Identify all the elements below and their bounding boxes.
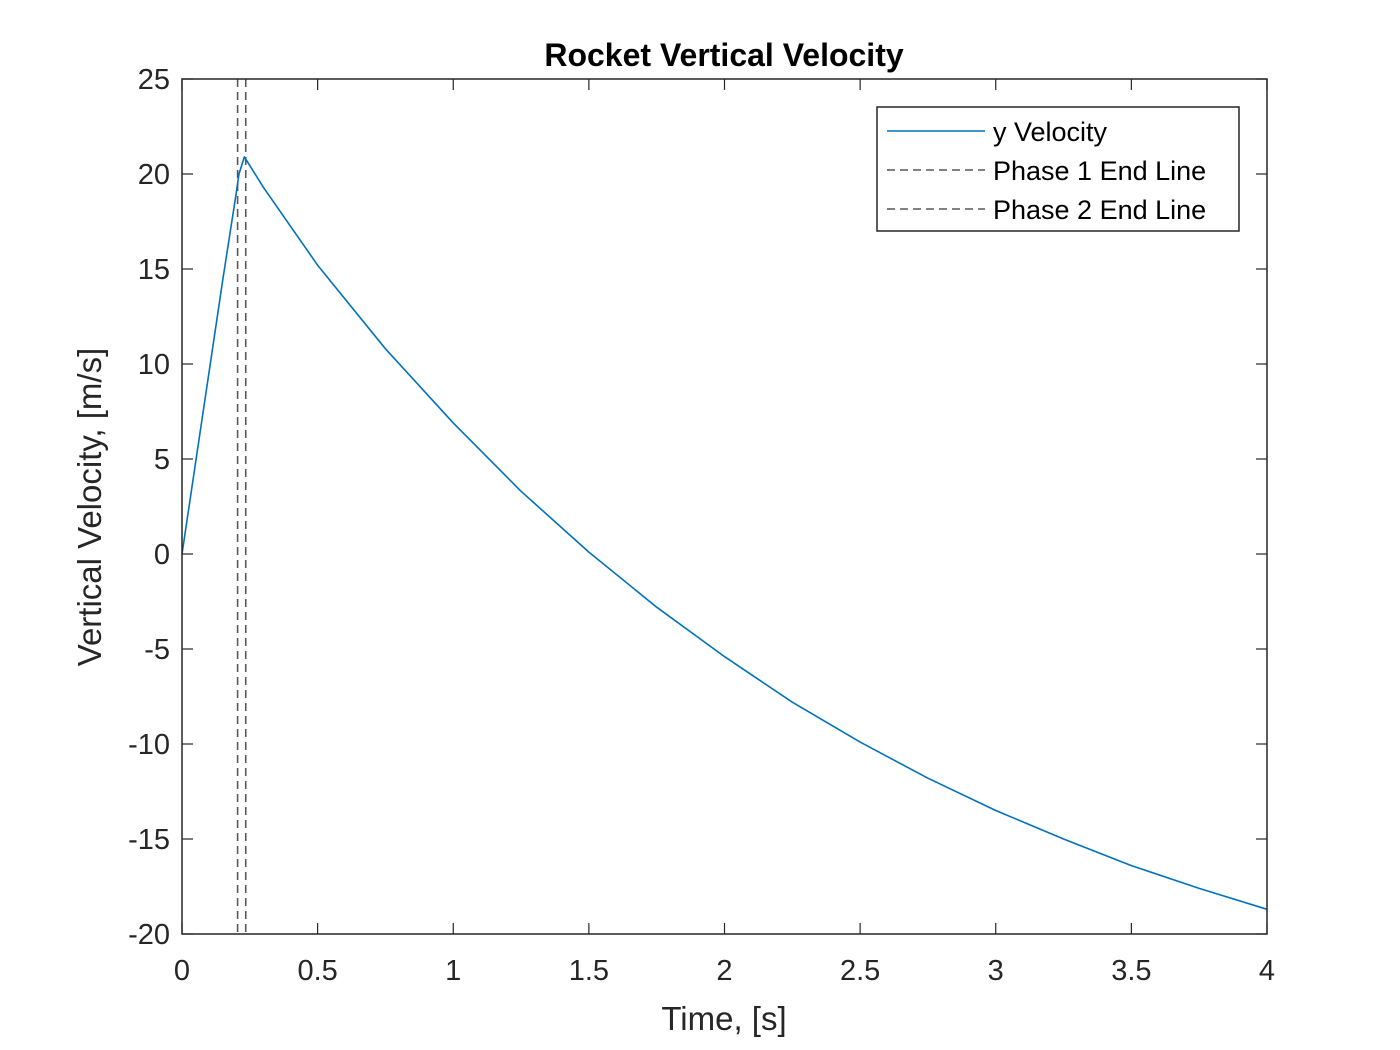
y-tick-label: 0	[154, 539, 170, 571]
y-tick-label: -15	[128, 824, 170, 856]
x-tick-label: 4	[1259, 955, 1275, 987]
y-tick-label: -5	[144, 634, 170, 666]
legend-label: Phase 1 End Line	[993, 156, 1206, 186]
y-tick-label: 15	[138, 254, 170, 286]
chart-title: Rocket Vertical Velocity	[544, 37, 904, 73]
x-ticks: 0 0.5 1 1.5 2 2.5 3 3.5 4	[174, 79, 1275, 987]
y-tick-label: -10	[128, 729, 170, 761]
x-tick-label: 0	[174, 955, 190, 987]
x-tick-label: 2.5	[840, 955, 880, 987]
legend-label: y Velocity	[993, 117, 1108, 147]
y-tick-label: 10	[138, 349, 170, 381]
series-line-y-velocity	[181, 156, 1268, 911]
y-ticks: -20 -15 -10 -5 0 5 10 15 20 25	[128, 64, 1267, 951]
legend: y Velocity Phase 1 End Line Phase 2 End Li…	[876, 106, 1240, 232]
x-tick-label: 1.5	[569, 955, 609, 987]
y-tick-label: 5	[154, 444, 170, 476]
y-tick-label: 25	[138, 64, 170, 96]
x-axis-label: Time, [s]	[661, 1000, 786, 1037]
y-tick-label: -20	[128, 919, 170, 951]
x-tick-label: 3.5	[1111, 955, 1151, 987]
x-tick-label: 2	[716, 955, 732, 987]
legend-entries: y Velocity Phase 1 End Line Phase 2 End Li…	[887, 117, 1206, 225]
y-axis-label: Vertical Velocity, [m/s]	[71, 348, 108, 667]
legend-box	[876, 106, 1240, 232]
x-tick-label: 1	[445, 955, 461, 987]
series-group	[181, 156, 1268, 911]
legend-label: Phase 2 End Line	[993, 195, 1206, 225]
y-tick-label: 20	[138, 159, 170, 191]
x-tick-label: 0.5	[297, 955, 337, 987]
x-tick-label: 3	[988, 955, 1004, 987]
